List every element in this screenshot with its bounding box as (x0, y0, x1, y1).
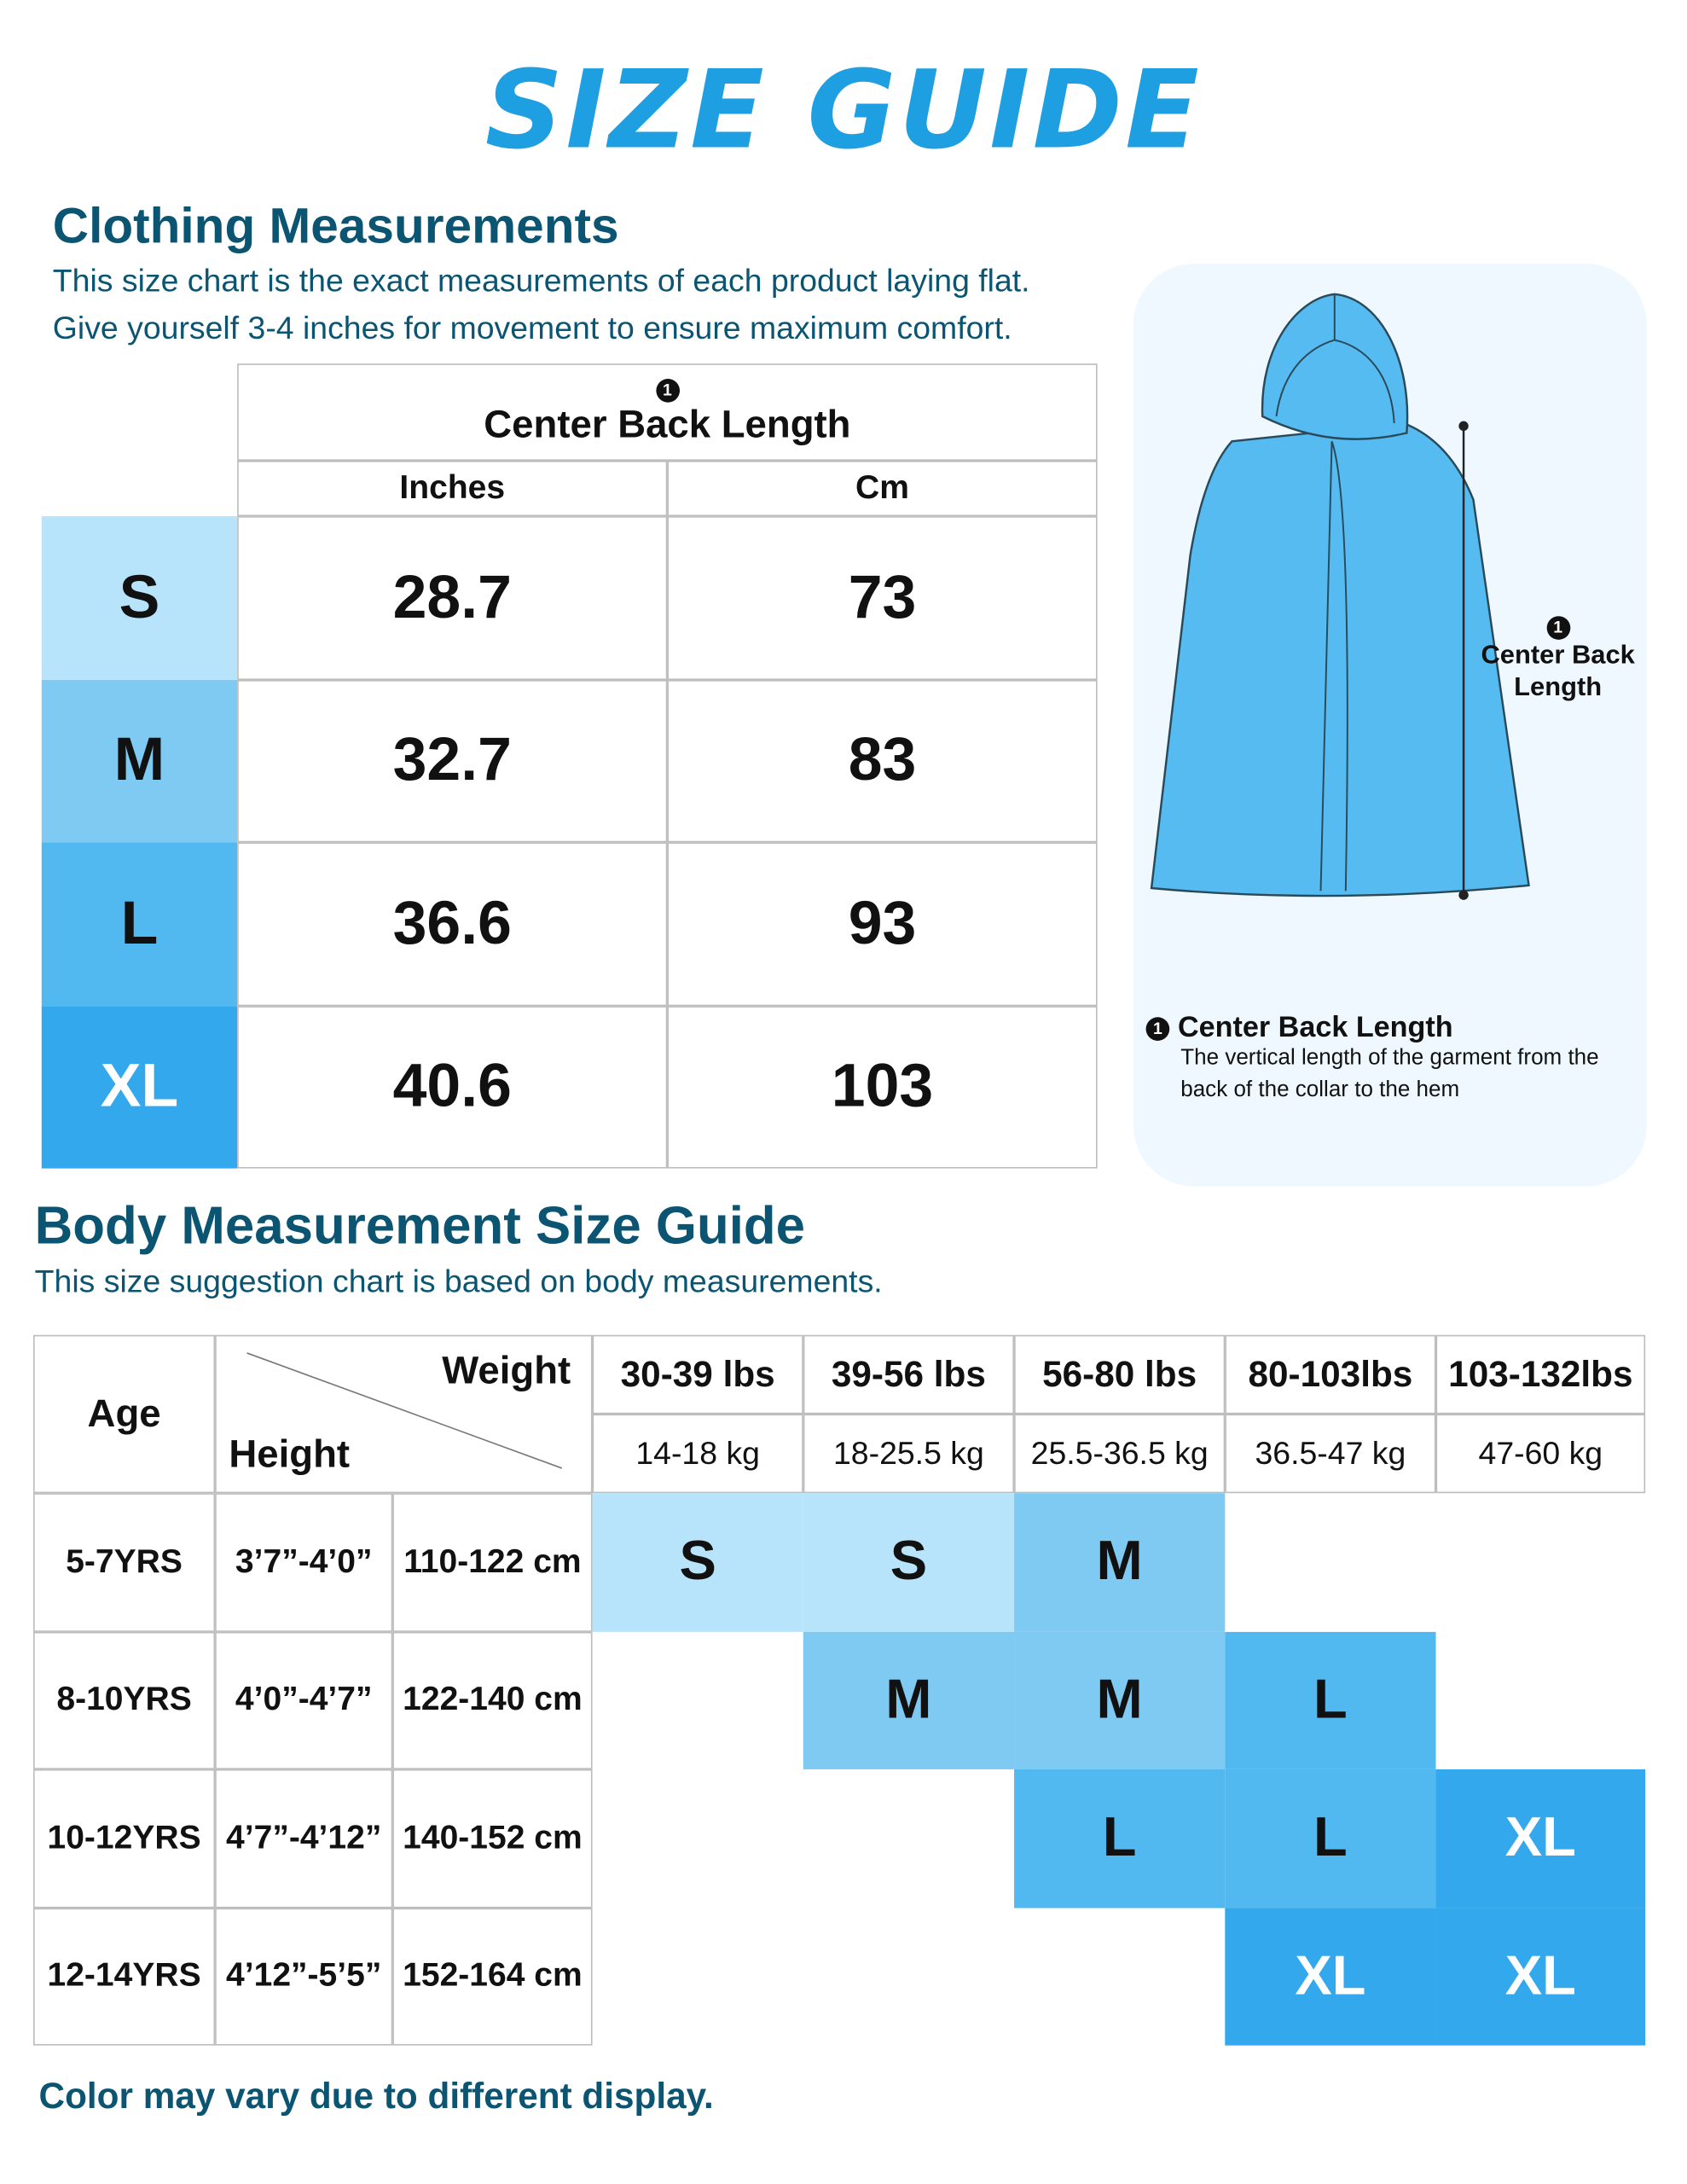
age-label: 12-14YRS (33, 1907, 216, 2046)
weight-height-cell (215, 1334, 593, 1494)
height-cm: 140-152 cm (392, 1769, 593, 1908)
size-cell: L (1225, 1631, 1436, 1769)
section-heading: Clothing Measurements (52, 196, 619, 254)
height-ft: 4’0”-4’7” (215, 1631, 393, 1769)
size-label: M (41, 679, 238, 843)
callout-marker: 1 (655, 378, 680, 402)
size-cell: XL (1225, 1907, 1436, 2046)
cm-value: 73 (667, 516, 1098, 680)
size-cell: M (803, 1631, 1015, 1769)
height-header: Height (229, 1432, 351, 1476)
size-cell: L (1225, 1769, 1436, 1908)
weight-lbs: 103-132lbs (1435, 1334, 1646, 1414)
weight-kg: 14-18 kg (592, 1414, 803, 1494)
size-label: S (41, 516, 238, 680)
cm-value: 93 (667, 842, 1098, 1006)
height-ft: 3’7”-4’0” (215, 1493, 393, 1632)
weight-kg: 47-60 kg (1435, 1414, 1646, 1494)
section-description: This size chart is the exact measurement… (52, 261, 1030, 298)
weight-kg: 18-25.5 kg (803, 1414, 1015, 1494)
age-label: 8-10YRS (33, 1631, 216, 1769)
weight-lbs: 30-39 lbs (592, 1334, 803, 1414)
cm-value: 103 (667, 1005, 1098, 1169)
weight-kg: 25.5-36.5 kg (1014, 1414, 1226, 1494)
height-cm: 122-140 cm (392, 1631, 593, 1769)
age-label: 10-12YRS (33, 1769, 216, 1908)
note-title: Center Back Length (1177, 1011, 1453, 1044)
cm-value: 83 (667, 679, 1098, 843)
height-ft: 4’12”-5’5” (215, 1907, 393, 2046)
height-ft: 4’7”-4’12” (215, 1769, 393, 1908)
height-cm: 110-122 cm (392, 1493, 593, 1632)
diagram-label-line: Center Back (1481, 640, 1635, 670)
size-cell: M (1014, 1493, 1226, 1632)
age-header: Age (33, 1334, 216, 1494)
weight-header: Weight (442, 1349, 571, 1392)
footer-note: Color may vary due to different display. (38, 2073, 714, 2116)
note-title-row: 1 Center Back Length (1145, 1009, 1618, 1048)
inches-value: 28.7 (237, 516, 668, 680)
weight-lbs: 56-80 lbs (1014, 1334, 1226, 1414)
weight-lbs: 39-56 lbs (803, 1334, 1015, 1414)
inches-value: 32.7 (237, 679, 668, 843)
size-cell: M (1014, 1631, 1226, 1769)
inches-value: 36.6 (237, 842, 668, 1006)
column-header: Cm (667, 461, 1098, 517)
size-label: L (41, 842, 238, 1006)
section-heading: Body Measurement Size Guide (34, 1196, 806, 1256)
inches-value: 40.6 (237, 1005, 668, 1169)
size-cell: XL (1435, 1769, 1646, 1908)
callout-marker: 1 (1145, 1016, 1170, 1041)
diagram-label: 1 Center Back Length (1457, 611, 1659, 708)
measure-header: 1 Center Back Length (237, 363, 1098, 462)
note-text: back of the collar to the hem (1180, 1077, 1460, 1102)
size-cell: XL (1435, 1907, 1646, 2046)
section-description: Give yourself 3-4 inches for movement to… (52, 308, 1012, 346)
weight-lbs: 80-103lbs (1225, 1334, 1436, 1414)
callout-marker: 1 (1545, 615, 1570, 640)
diagram-label-line: Length (1514, 672, 1603, 702)
size-cell: L (1014, 1769, 1226, 1908)
age-label: 5-7YRS (33, 1493, 216, 1632)
page-title: SIZE GUIDE (484, 48, 1203, 174)
size-label: XL (41, 1005, 238, 1169)
size-cell: S (592, 1493, 803, 1632)
note-text: The vertical length of the garment from … (1180, 1046, 1599, 1071)
size-cell: S (803, 1493, 1015, 1632)
section-description: This size suggestion chart is based on b… (34, 1262, 883, 1298)
column-header: Inches (237, 461, 668, 517)
measure-label: Center Back Length (484, 401, 851, 445)
weight-kg: 36.5-47 kg (1225, 1414, 1436, 1494)
height-cm: 152-164 cm (392, 1907, 593, 2046)
